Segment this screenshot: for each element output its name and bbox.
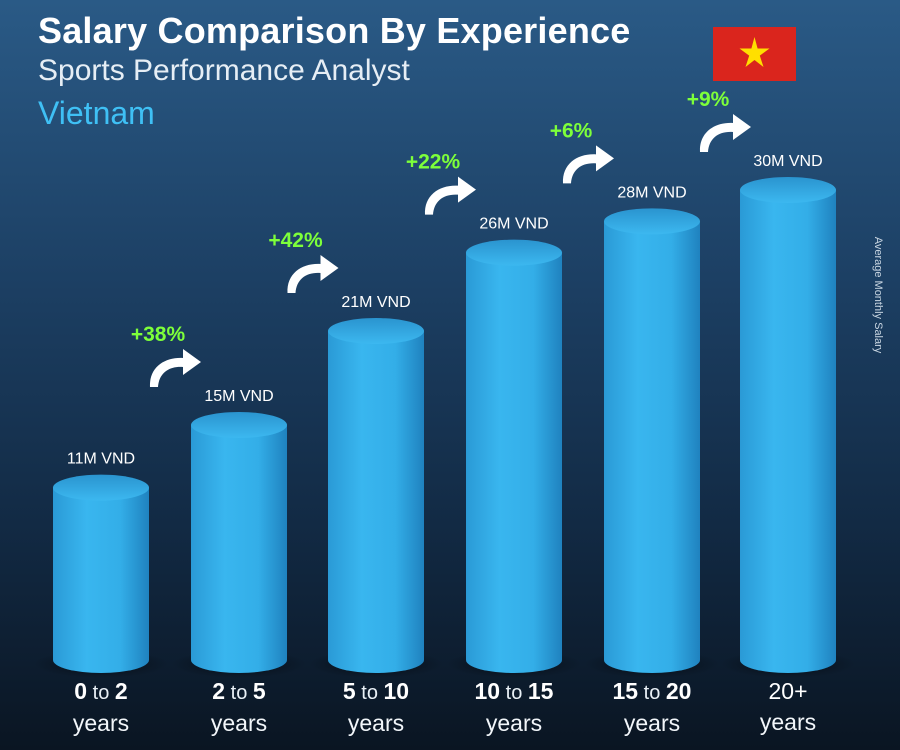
category-label: 20+ years xyxy=(713,676,863,737)
value-label: 11M VND xyxy=(67,451,135,468)
job-title: Sports Performance Analyst xyxy=(38,54,410,87)
range-to: 10 xyxy=(383,678,410,704)
bar-top xyxy=(466,239,562,266)
category-label: 15 to 20 years xyxy=(577,676,727,738)
bar-top xyxy=(604,208,700,235)
bar xyxy=(191,425,287,673)
range-to: 5 xyxy=(252,678,266,704)
range-from: 10 xyxy=(474,678,501,704)
range-from: 0 xyxy=(74,678,88,704)
value-label: 28M VND xyxy=(617,184,686,201)
increase-label: +6% xyxy=(550,119,593,142)
increase-arrow-icon xyxy=(287,255,339,293)
category-range: 10 to 15 xyxy=(439,676,589,708)
increase-label: +38% xyxy=(131,323,186,346)
increase-label: +9% xyxy=(687,88,730,111)
category-label: 0 to 2 years xyxy=(26,676,176,738)
category-range: 2 to 5 xyxy=(164,676,314,708)
category-unit: years xyxy=(623,710,681,736)
range-separator: to xyxy=(225,682,253,704)
value-label: 30M VND xyxy=(753,153,822,170)
value-label: 21M VND xyxy=(341,294,410,311)
bar xyxy=(328,331,424,673)
range-to: 2 xyxy=(114,678,128,704)
increase-label: +22% xyxy=(406,151,461,174)
category-label: 10 to 15 years xyxy=(439,676,589,738)
vietnam-flag-icon xyxy=(713,27,796,81)
category-unit: years xyxy=(759,709,817,735)
bar-top xyxy=(740,177,836,203)
category-label: 5 to 10 years xyxy=(301,676,451,738)
range-to: 15 xyxy=(527,678,554,704)
range-separator: to xyxy=(500,682,528,704)
page-title: Salary Comparison By Experience xyxy=(38,10,631,51)
range-from: 20+ xyxy=(768,678,808,704)
category-range: 5 to 10 xyxy=(301,676,451,708)
range-separator: to xyxy=(87,682,115,704)
bar-top xyxy=(191,412,287,438)
value-label: 26M VND xyxy=(479,216,548,233)
category-label: 2 to 5 years xyxy=(164,676,314,738)
category-range: 0 to 2 xyxy=(26,676,176,708)
range-separator: to xyxy=(355,682,384,704)
range-to: 20 xyxy=(665,678,692,704)
increase-arrow-icon xyxy=(562,145,614,184)
range-from: 5 xyxy=(342,678,356,704)
bar xyxy=(53,487,149,673)
increase-arrow-icon xyxy=(424,176,476,215)
bar xyxy=(466,252,562,673)
category-unit: years xyxy=(72,710,130,736)
bar-top xyxy=(328,318,424,344)
value-label: 15M VND xyxy=(204,388,273,405)
category-range: 15 to 20 xyxy=(577,676,727,708)
bar-top xyxy=(53,474,149,501)
category-unit: years xyxy=(485,710,543,736)
category-unit: years xyxy=(347,710,405,736)
range-from: 15 xyxy=(612,678,639,704)
range-from: 2 xyxy=(212,678,226,704)
range-separator: to xyxy=(638,682,666,704)
country-name: Vietnam xyxy=(38,95,155,131)
category-range: 20+ xyxy=(713,676,863,707)
category-unit: years xyxy=(210,710,268,736)
increase-arrow-icon xyxy=(149,349,201,387)
bar xyxy=(604,221,700,674)
increase-arrow-icon xyxy=(699,114,751,152)
increase-label: +42% xyxy=(268,229,323,252)
bar xyxy=(740,190,836,673)
